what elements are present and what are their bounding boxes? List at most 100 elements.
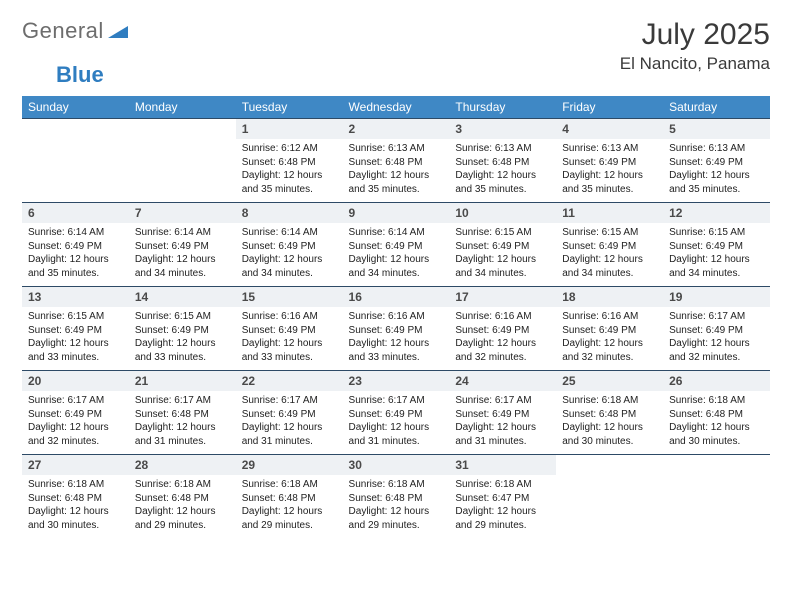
day-number-cell: 18 bbox=[556, 287, 663, 308]
daylight-line: Daylight: 12 hours and 34 minutes. bbox=[135, 253, 230, 280]
sunrise-line: Sunrise: 6:16 AM bbox=[242, 310, 337, 324]
daylight-line: Daylight: 12 hours and 34 minutes. bbox=[455, 253, 550, 280]
day-body-cell: Sunrise: 6:18 AMSunset: 6:48 PMDaylight:… bbox=[343, 475, 450, 538]
sunrise-line: Sunrise: 6:13 AM bbox=[455, 142, 550, 156]
day-body-cell: Sunrise: 6:14 AMSunset: 6:49 PMDaylight:… bbox=[129, 223, 236, 287]
day-body-cell: Sunrise: 6:18 AMSunset: 6:48 PMDaylight:… bbox=[663, 391, 770, 455]
calendar-page: General July 2025 El Nancito, Panama Blu… bbox=[0, 0, 792, 548]
sunrise-line: Sunrise: 6:16 AM bbox=[349, 310, 444, 324]
daylight-line: Daylight: 12 hours and 29 minutes. bbox=[349, 505, 444, 532]
sunrise-line: Sunrise: 6:15 AM bbox=[562, 226, 657, 240]
daylight-line: Daylight: 12 hours and 30 minutes. bbox=[562, 421, 657, 448]
day-number-cell: 21 bbox=[129, 371, 236, 392]
sunset-line: Sunset: 6:47 PM bbox=[455, 492, 550, 506]
sunrise-line: Sunrise: 6:13 AM bbox=[669, 142, 764, 156]
day-number-cell: 15 bbox=[236, 287, 343, 308]
sunset-line: Sunset: 6:49 PM bbox=[562, 240, 657, 254]
sunrise-line: Sunrise: 6:15 AM bbox=[455, 226, 550, 240]
sunrise-line: Sunrise: 6:14 AM bbox=[349, 226, 444, 240]
day-body-cell: Sunrise: 6:17 AMSunset: 6:49 PMDaylight:… bbox=[663, 307, 770, 371]
sunrise-line: Sunrise: 6:15 AM bbox=[28, 310, 123, 324]
logo-text-gray: General bbox=[22, 18, 104, 44]
sunrise-line: Sunrise: 6:17 AM bbox=[28, 394, 123, 408]
sunrise-line: Sunrise: 6:17 AM bbox=[135, 394, 230, 408]
sunrise-line: Sunrise: 6:18 AM bbox=[562, 394, 657, 408]
sunset-line: Sunset: 6:49 PM bbox=[349, 240, 444, 254]
day-number-cell: 25 bbox=[556, 371, 663, 392]
day-number-cell: 23 bbox=[343, 371, 450, 392]
day-number-cell: 3 bbox=[449, 119, 556, 140]
sunrise-line: Sunrise: 6:18 AM bbox=[242, 478, 337, 492]
day-number-cell: 12 bbox=[663, 203, 770, 224]
day-body-row: Sunrise: 6:14 AMSunset: 6:49 PMDaylight:… bbox=[22, 223, 770, 287]
daylight-line: Daylight: 12 hours and 32 minutes. bbox=[455, 337, 550, 364]
sunset-line: Sunset: 6:49 PM bbox=[28, 408, 123, 422]
day-number-cell bbox=[22, 119, 129, 140]
day-number-cell bbox=[663, 455, 770, 476]
day-body-cell: Sunrise: 6:16 AMSunset: 6:49 PMDaylight:… bbox=[236, 307, 343, 371]
day-body-cell bbox=[22, 139, 129, 203]
sunset-line: Sunset: 6:49 PM bbox=[455, 324, 550, 338]
sunset-line: Sunset: 6:49 PM bbox=[135, 324, 230, 338]
daylight-line: Daylight: 12 hours and 35 minutes. bbox=[242, 169, 337, 196]
sunrise-line: Sunrise: 6:14 AM bbox=[242, 226, 337, 240]
weekday-header: Friday bbox=[556, 96, 663, 119]
day-body-cell bbox=[663, 475, 770, 538]
sunset-line: Sunset: 6:49 PM bbox=[242, 240, 337, 254]
sunrise-line: Sunrise: 6:14 AM bbox=[28, 226, 123, 240]
calendar-body: 12345Sunrise: 6:12 AMSunset: 6:48 PMDayl… bbox=[22, 119, 770, 539]
day-body-cell: Sunrise: 6:14 AMSunset: 6:49 PMDaylight:… bbox=[343, 223, 450, 287]
daylight-line: Daylight: 12 hours and 35 minutes. bbox=[562, 169, 657, 196]
sunset-line: Sunset: 6:49 PM bbox=[455, 240, 550, 254]
weekday-header-row: Sunday Monday Tuesday Wednesday Thursday… bbox=[22, 96, 770, 119]
sunset-line: Sunset: 6:48 PM bbox=[135, 492, 230, 506]
day-body-cell: Sunrise: 6:14 AMSunset: 6:49 PMDaylight:… bbox=[22, 223, 129, 287]
day-number-cell: 29 bbox=[236, 455, 343, 476]
sunrise-line: Sunrise: 6:18 AM bbox=[135, 478, 230, 492]
sunset-line: Sunset: 6:48 PM bbox=[562, 408, 657, 422]
day-body-cell: Sunrise: 6:16 AMSunset: 6:49 PMDaylight:… bbox=[449, 307, 556, 371]
logo: General bbox=[22, 18, 130, 44]
sunset-line: Sunset: 6:49 PM bbox=[242, 324, 337, 338]
weekday-header: Thursday bbox=[449, 96, 556, 119]
daylight-line: Daylight: 12 hours and 33 minutes. bbox=[242, 337, 337, 364]
daynum-row: 6789101112 bbox=[22, 203, 770, 224]
day-number-cell: 22 bbox=[236, 371, 343, 392]
sunrise-line: Sunrise: 6:17 AM bbox=[455, 394, 550, 408]
sunrise-line: Sunrise: 6:18 AM bbox=[349, 478, 444, 492]
day-number-cell: 28 bbox=[129, 455, 236, 476]
daylight-line: Daylight: 12 hours and 32 minutes. bbox=[562, 337, 657, 364]
day-number-cell: 19 bbox=[663, 287, 770, 308]
daylight-line: Daylight: 12 hours and 30 minutes. bbox=[28, 505, 123, 532]
sunset-line: Sunset: 6:49 PM bbox=[455, 408, 550, 422]
day-body-row: Sunrise: 6:12 AMSunset: 6:48 PMDaylight:… bbox=[22, 139, 770, 203]
sunset-line: Sunset: 6:49 PM bbox=[349, 408, 444, 422]
daylight-line: Daylight: 12 hours and 35 minutes. bbox=[28, 253, 123, 280]
day-body-cell: Sunrise: 6:17 AMSunset: 6:49 PMDaylight:… bbox=[343, 391, 450, 455]
day-body-cell: Sunrise: 6:13 AMSunset: 6:49 PMDaylight:… bbox=[556, 139, 663, 203]
daylight-line: Daylight: 12 hours and 29 minutes. bbox=[242, 505, 337, 532]
title-block: July 2025 El Nancito, Panama bbox=[620, 18, 770, 74]
day-body-row: Sunrise: 6:17 AMSunset: 6:49 PMDaylight:… bbox=[22, 391, 770, 455]
sunrise-line: Sunrise: 6:14 AM bbox=[135, 226, 230, 240]
daylight-line: Daylight: 12 hours and 34 minutes. bbox=[562, 253, 657, 280]
day-number-cell: 24 bbox=[449, 371, 556, 392]
daylight-line: Daylight: 12 hours and 33 minutes. bbox=[28, 337, 123, 364]
daylight-line: Daylight: 12 hours and 31 minutes. bbox=[135, 421, 230, 448]
day-body-cell: Sunrise: 6:17 AMSunset: 6:48 PMDaylight:… bbox=[129, 391, 236, 455]
daylight-line: Daylight: 12 hours and 29 minutes. bbox=[135, 505, 230, 532]
daylight-line: Daylight: 12 hours and 31 minutes. bbox=[349, 421, 444, 448]
day-body-cell: Sunrise: 6:17 AMSunset: 6:49 PMDaylight:… bbox=[22, 391, 129, 455]
day-number-cell: 26 bbox=[663, 371, 770, 392]
sunset-line: Sunset: 6:49 PM bbox=[562, 156, 657, 170]
daylight-line: Daylight: 12 hours and 32 minutes. bbox=[28, 421, 123, 448]
sunrise-line: Sunrise: 6:15 AM bbox=[669, 226, 764, 240]
sunset-line: Sunset: 6:48 PM bbox=[242, 156, 337, 170]
daynum-row: 20212223242526 bbox=[22, 371, 770, 392]
sunset-line: Sunset: 6:49 PM bbox=[669, 156, 764, 170]
day-number-cell: 5 bbox=[663, 119, 770, 140]
sunset-line: Sunset: 6:48 PM bbox=[349, 492, 444, 506]
day-body-cell bbox=[556, 475, 663, 538]
day-body-cell: Sunrise: 6:18 AMSunset: 6:48 PMDaylight:… bbox=[129, 475, 236, 538]
sunrise-line: Sunrise: 6:16 AM bbox=[455, 310, 550, 324]
